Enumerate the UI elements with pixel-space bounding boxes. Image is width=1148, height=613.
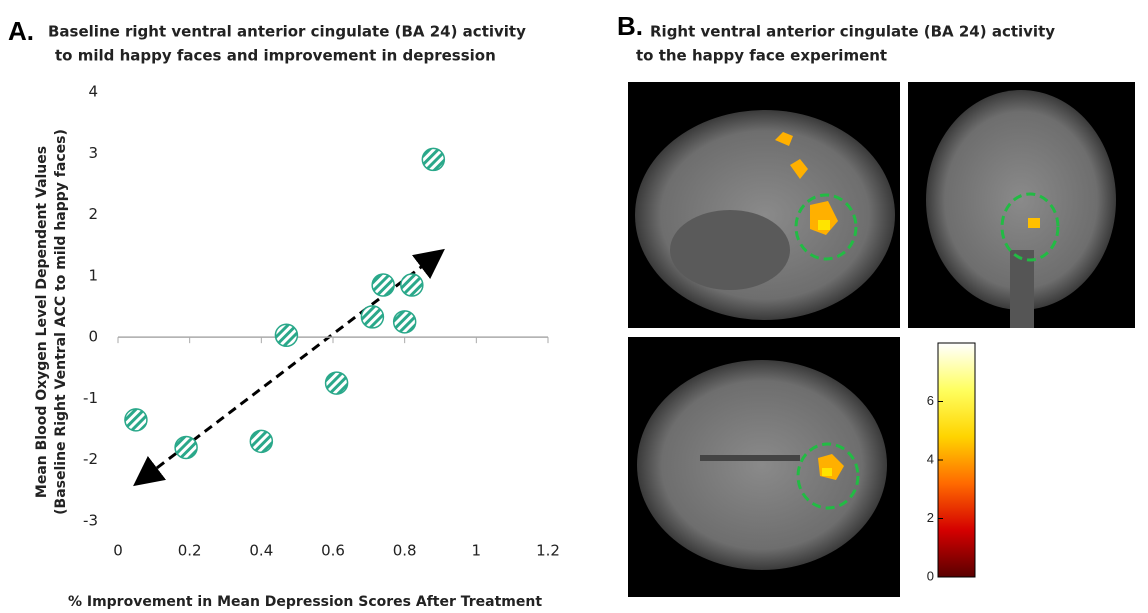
y-axis-label-line: Mean Blood Oxygen Level Dependent Values: [34, 146, 50, 498]
x-tick-label: 0.6: [321, 542, 345, 560]
x-axis-label: % Improvement in Mean Depression Scores …: [68, 594, 542, 610]
point: [361, 306, 383, 328]
colorbar-tick-label: 0: [927, 568, 934, 583]
chart-title: Right ventral anterior cingulate (BA 24)…: [650, 23, 1055, 41]
colorbar-tick-label: 2: [927, 510, 934, 525]
x-tick-label: 1.2: [536, 542, 560, 560]
y-axis-label: Mean Blood Oxygen Level Dependent Values…: [34, 129, 69, 515]
colorbar-tick-label: 4: [927, 451, 934, 466]
y-tick-label: 0: [88, 328, 98, 346]
point: [250, 430, 272, 452]
x-tick-label: 0: [113, 542, 123, 560]
y-tick-label: -1: [83, 389, 98, 407]
point: [372, 274, 394, 296]
point: [175, 436, 197, 458]
point: [401, 274, 423, 296]
brain-images: [628, 82, 1135, 597]
y-tick-label: 3: [88, 144, 98, 162]
x-tick-label: 0.8: [393, 542, 417, 560]
y-tick-label: -2: [83, 450, 98, 468]
chart-title: to mild happy faces and improvement in d…: [55, 47, 496, 65]
figure: A. Baseline right ventral anterior cingul…: [0, 0, 1148, 613]
point: [275, 324, 297, 346]
x-tick-label: 1: [472, 542, 482, 560]
y-tick-label: -3: [83, 512, 98, 530]
y-tick-label: 2: [88, 205, 98, 223]
point: [326, 372, 348, 394]
point: [125, 409, 147, 431]
chart-title: to the happy face experiment: [636, 47, 887, 65]
colorbar-tick-label: 6: [927, 393, 934, 408]
panel-label: A.: [8, 16, 34, 46]
y-tick-label: 4: [88, 83, 98, 101]
point: [394, 311, 416, 333]
y-axis-label-line: (Baseline Right Ventral ACC to mild happ…: [53, 129, 69, 515]
colorbar: [938, 343, 975, 577]
chart-title: Baseline right ventral anterior cingulat…: [48, 23, 526, 41]
y-tick-label: 1: [88, 266, 98, 284]
x-tick-label: 0.4: [249, 542, 273, 560]
panel-label: B.: [617, 11, 643, 41]
x-tick-label: 0.2: [178, 542, 202, 560]
point: [422, 148, 444, 170]
